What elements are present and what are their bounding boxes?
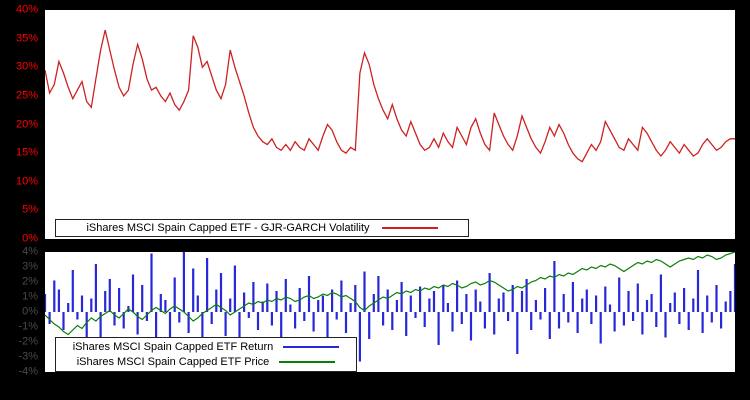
y-tick-label: 15%	[15, 146, 38, 159]
volatility-legend: iShares MSCI Spain Capped ETF - GJR-GARC…	[55, 219, 469, 237]
price-legend-line-sample	[279, 361, 336, 363]
return-bars-and-price-line-chart	[45, 252, 735, 362]
y-tick-label: 30%	[15, 60, 38, 73]
return-legend-line-sample	[283, 346, 340, 348]
y-tick-label: 20%	[15, 118, 38, 130]
return-y-axis: 4% 3% 2% 1% 0% -1% -2% -3% -4%	[0, 246, 42, 377]
return-legend-label: iShares MSCI Spain Capped ETF Return	[72, 341, 274, 353]
y-tick-label: 40%	[15, 3, 38, 16]
volatility-line-chart	[45, 29, 735, 163]
y-tick-label: 1%	[22, 290, 38, 303]
price-legend-row: iShares MSCI Spain Capped ETF Price	[56, 356, 356, 368]
y-tick-label: -3%	[18, 350, 38, 363]
y-tick-label: 3%	[22, 260, 38, 273]
y-tick-label: 35%	[15, 32, 38, 45]
return-legend-row: iShares MSCI Spain Capped ETF Return	[56, 341, 356, 353]
volatility-legend-label: iShares MSCI Spain Capped ETF - GJR-GARC…	[86, 222, 370, 234]
y-tick-label: 5%	[22, 203, 38, 216]
y-tick-label: -2%	[18, 335, 38, 348]
return-price-plot: iShares MSCI Spain Capped ETF Return iSh…	[45, 252, 735, 372]
price-legend-label: iShares MSCI Spain Capped ETF Price	[76, 356, 270, 368]
y-tick-label: 2%	[22, 275, 38, 288]
volatility-y-axis: 40% 35% 30% 25% 20% 15% 10% 5% 0%	[0, 4, 42, 244]
y-tick-label: 10%	[15, 175, 38, 188]
y-tick-label: 0%	[22, 305, 38, 318]
y-tick-label: 4%	[22, 245, 38, 258]
y-tick-label: 0%	[22, 232, 38, 245]
volatility-legend-line-sample	[381, 227, 438, 229]
y-tick-label: -4%	[18, 365, 38, 378]
y-tick-label: -1%	[18, 320, 38, 333]
return-price-legend: iShares MSCI Spain Capped ETF Return iSh…	[55, 337, 357, 372]
y-tick-label: 25%	[15, 89, 38, 102]
volatility-plot: iShares MSCI Spain Capped ETF - GJR-GARC…	[45, 10, 735, 239]
